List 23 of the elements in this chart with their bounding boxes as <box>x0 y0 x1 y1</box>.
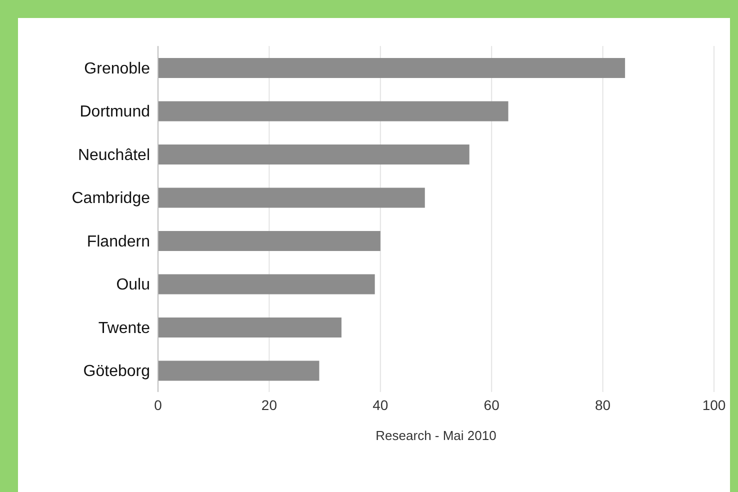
y-tick-label: Göteborg <box>83 363 150 380</box>
x-tick-label: 40 <box>372 396 388 413</box>
y-tick-label: Grenoble <box>84 60 150 78</box>
bar <box>158 231 380 251</box>
x-axis-title: Research - Mai 2010 <box>376 428 496 443</box>
x-tick-label: 80 <box>595 396 611 413</box>
y-tick-label: Twente <box>98 320 150 337</box>
y-tick-label: Neuchâtel <box>78 146 150 164</box>
bar <box>158 360 320 381</box>
bar <box>158 318 342 338</box>
bar <box>158 101 508 122</box>
y-tick-label: Oulu <box>116 276 150 294</box>
y-tick-label: Dortmund <box>80 104 150 121</box>
x-tick-label: 100 <box>702 396 726 413</box>
y-tick-label: Cambridge <box>72 190 150 208</box>
y-tick-label: Flandern <box>86 233 150 250</box>
bar <box>158 274 375 294</box>
x-tick-label: 0 <box>154 396 162 413</box>
x-tick-label: 20 <box>261 396 278 413</box>
bar <box>158 144 470 164</box>
x-tick-label: 60 <box>484 396 500 413</box>
bar <box>158 58 626 78</box>
bar <box>158 188 425 208</box>
